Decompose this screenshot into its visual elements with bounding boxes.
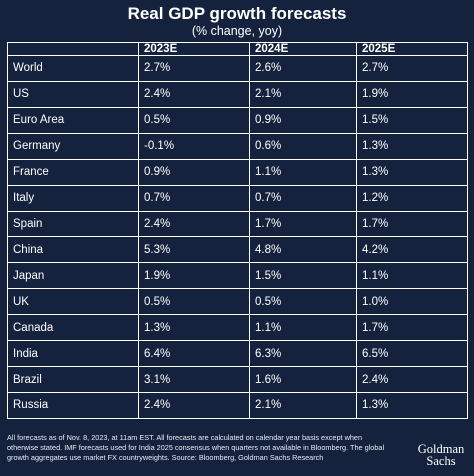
value-cell-2025e: 1.1% (356, 262, 468, 290)
value-cell-2023e: 3.1% (138, 366, 250, 393)
country-cell: Italy (7, 184, 139, 212)
value-cell-2024e: 4.8% (249, 236, 357, 264)
header-cell-2023e: 2023E (138, 42, 250, 56)
value-cell-2025e: 4.2% (356, 236, 468, 264)
table-row: World 2.7% 2.6% 2.7% (7, 55, 468, 82)
country-cell: France (7, 158, 139, 186)
country-cell: Germany (7, 132, 139, 160)
country-cell: Spain (7, 210, 139, 238)
country-cell: Brazil (7, 366, 139, 393)
value-cell-2025e: 1.7% (356, 314, 468, 342)
table-header-row: 2023E 2024E 2025E (7, 42, 468, 56)
country-cell: India (7, 340, 139, 368)
header-cell-country (7, 42, 139, 56)
value-cell-2023e: 6.4% (138, 340, 250, 368)
table-row: Brazil 3.1% 1.6% 2.4% (7, 366, 468, 393)
table-body: World 2.7% 2.6% 2.7% US 2.4% 2.1% 1.9% Euro Area… (7, 55, 468, 420)
value-cell-2024e: 0.5% (249, 288, 357, 316)
value-cell-2023e: 5.3% (138, 236, 250, 264)
value-cell-2024e: 0.6% (249, 132, 357, 160)
value-cell-2025e: 1.3% (356, 391, 468, 420)
value-cell-2023e: 1.3% (138, 314, 250, 342)
logo-line-1: Goldman (417, 442, 465, 456)
country-cell: Russia (7, 391, 139, 420)
value-cell-2025e: 1.3% (356, 158, 468, 186)
country-cell: Canada (7, 314, 139, 342)
value-cell-2025e: 6.5% (356, 340, 468, 368)
value-cell-2023e: 0.5% (138, 288, 250, 316)
country-cell: UK (7, 288, 139, 316)
value-cell-2024e: 1.1% (249, 314, 357, 342)
footnote: All forecasts as of Nov. 8, 2023, at 11a… (7, 433, 385, 462)
value-cell-2024e: 2.1% (249, 391, 357, 420)
table-row: India 6.4% 6.3% 6.5% (7, 340, 468, 368)
value-cell-2023e: 0.5% (138, 106, 250, 134)
country-cell: China (7, 236, 139, 264)
logo-line-2: Sachs (426, 454, 456, 468)
value-cell-2024e: 1.6% (249, 366, 357, 393)
table-row: Russia 2.4% 2.1% 1.3% (7, 391, 468, 420)
country-cell: Japan (7, 262, 139, 290)
value-cell-2023e: 1.9% (138, 262, 250, 290)
value-cell-2025e: 2.7% (356, 55, 468, 82)
value-cell-2024e: 1.5% (249, 262, 357, 290)
value-cell-2023e: 2.7% (138, 55, 250, 82)
table-row: China 5.3% 4.8% 4.2% (7, 236, 468, 264)
goldman-sachs-logo: Goldman Sachs (412, 442, 470, 468)
table-row: Japan 1.9% 1.5% 1.1% (7, 262, 468, 290)
table-row: US 2.4% 2.1% 1.9% (7, 80, 468, 108)
gdp-forecast-table: 2023E 2024E 2025E World 2.7% 2.6% 2.7% US 2.4… (7, 42, 468, 420)
table-row: Euro Area 0.5% 0.9% 1.5% (7, 106, 468, 134)
table-row: Italy 0.7% 0.7% 1.2% (7, 184, 468, 212)
value-cell-2024e: 6.3% (249, 340, 357, 368)
table-row: Canada 1.3% 1.1% 1.7% (7, 314, 468, 342)
value-cell-2023e: 0.7% (138, 184, 250, 212)
value-cell-2024e: 0.7% (249, 184, 357, 212)
chart-subtitle: (% change, yoy) (191, 24, 283, 38)
value-cell-2025e: 1.0% (356, 288, 468, 316)
value-cell-2023e: 2.4% (138, 80, 250, 108)
value-cell-2023e: 2.4% (138, 210, 250, 238)
value-cell-2024e: 2.6% (249, 55, 357, 82)
value-cell-2024e: 2.1% (249, 80, 357, 108)
chart-title: Real GDP growth forecasts (127, 4, 347, 23)
value-cell-2023e: -0.1% (138, 132, 250, 160)
table-row: Germany -0.1% 0.6% 1.3% (7, 132, 468, 160)
country-cell: US (7, 80, 139, 108)
country-cell: World (7, 55, 139, 82)
header-cell-2025e: 2025E (356, 42, 468, 56)
table-row: UK 0.5% 0.5% 1.0% (7, 288, 468, 316)
header-cell-2024e: 2024E (249, 42, 357, 56)
value-cell-2023e: 2.4% (138, 391, 250, 420)
country-cell: Euro Area (7, 106, 139, 134)
value-cell-2025e: 1.2% (356, 184, 468, 212)
value-cell-2023e: 0.9% (138, 158, 250, 186)
table-row: Spain 2.4% 1.7% 1.7% (7, 210, 468, 238)
value-cell-2024e: 0.9% (249, 106, 357, 134)
value-cell-2024e: 1.7% (249, 210, 357, 238)
value-cell-2025e: 1.9% (356, 80, 468, 108)
value-cell-2024e: 1.1% (249, 158, 357, 186)
value-cell-2025e: 1.3% (356, 132, 468, 160)
table-row: France 0.9% 1.1% 1.3% (7, 158, 468, 186)
value-cell-2025e: 1.7% (356, 210, 468, 238)
value-cell-2025e: 2.4% (356, 366, 468, 393)
value-cell-2025e: 1.5% (356, 106, 468, 134)
